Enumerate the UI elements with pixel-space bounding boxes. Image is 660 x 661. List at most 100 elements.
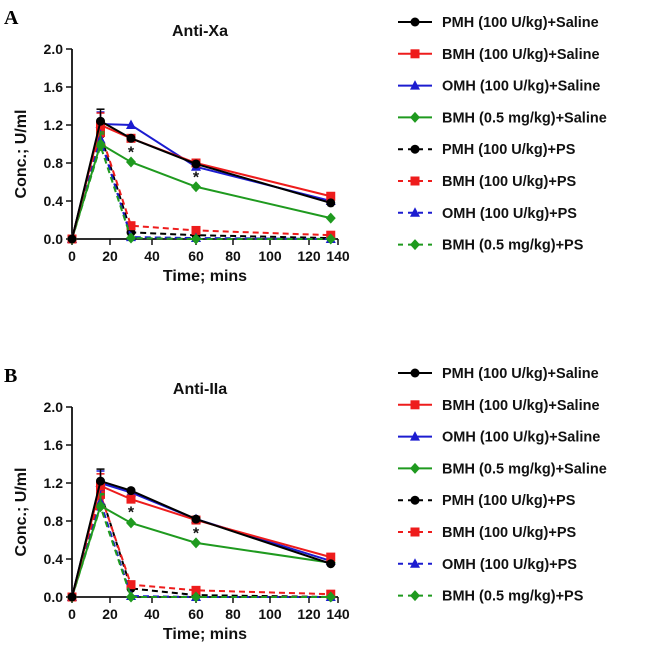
x-tick-label: 60: [188, 248, 204, 264]
data-point-diamond: [410, 239, 420, 251]
legend-label: OMH (100 U/kg)+Saline: [442, 430, 600, 446]
panel-label: B: [4, 365, 17, 387]
data-point-diamond: [126, 156, 136, 168]
series-2: [67, 470, 336, 601]
legend-label: PMH (100 U/kg)+Saline: [442, 366, 599, 382]
legend-item: BMH (100 U/kg)+Saline: [398, 398, 600, 414]
series-5: [67, 481, 336, 602]
x-tick-label: 80: [225, 248, 241, 264]
data-point-triangle: [410, 431, 420, 441]
data-point-diamond: [191, 181, 201, 193]
data-point-diamond: [410, 590, 420, 602]
x-tick-label: 100: [258, 606, 282, 622]
data-point-triangle: [410, 80, 420, 90]
legend-label: BMH (0.5 mg/kg)+PS: [442, 238, 584, 254]
y-tick-label: 1.2: [44, 475, 64, 491]
legend-label: BMH (0.5 mg/kg)+PS: [442, 589, 584, 605]
data-point-diamond: [325, 233, 336, 245]
y-tick-label: 2.0: [44, 399, 64, 415]
series-line: [71, 123, 331, 240]
panel-label: A: [4, 7, 19, 29]
significance-star: *: [193, 525, 200, 542]
significance-star: *: [193, 169, 200, 186]
data-point-diamond: [410, 111, 420, 123]
legend-item: BMH (100 U/kg)+PS: [398, 174, 576, 190]
data-point-diamond: [95, 138, 106, 150]
y-tick-label: 0.4: [44, 551, 64, 567]
legend-label: PMH (100 U/kg)+PS: [442, 493, 576, 509]
data-point-circle: [191, 159, 201, 169]
data-point-square: [410, 400, 420, 410]
series-0: [67, 468, 336, 602]
data-point-circle: [96, 116, 105, 126]
series-0: [67, 108, 336, 244]
data-point-circle: [410, 368, 420, 378]
data-point-diamond: [410, 462, 420, 474]
legend: PMH (100 U/kg)+Saline BMH (100 U/kg)+Sali…: [398, 366, 607, 605]
significance-star: *: [128, 505, 135, 522]
data-point-square: [96, 481, 105, 491]
y-axis-label: Conc.; U/ml: [13, 110, 30, 199]
legend-label: BMH (100 U/kg)+Saline: [442, 47, 600, 63]
data-point-diamond: [95, 500, 106, 512]
legend: PMH (100 U/kg)+Saline BMH (100 U/kg)+Sali…: [398, 15, 607, 254]
data-point-diamond: [325, 212, 336, 224]
data-point-square: [191, 585, 201, 595]
legend-label: BMH (100 U/kg)+PS: [442, 525, 576, 541]
y-axis-label: Conc.; U/ml: [13, 468, 30, 557]
series-7: [67, 494, 336, 603]
data-point-triangle: [410, 207, 420, 217]
y-tick-label: 1.2: [44, 117, 64, 133]
data-point-diamond: [126, 232, 136, 244]
data-point-square: [410, 176, 420, 186]
y-tick-label: 0.4: [44, 193, 64, 209]
data-point-circle: [96, 476, 105, 486]
data-point-circle: [326, 198, 336, 208]
series-1: [67, 112, 336, 244]
legend-item: BMH (0.5 mg/kg)+PS: [398, 238, 584, 254]
legend-label: OMH (100 U/kg)+Saline: [442, 79, 600, 95]
x-tick-label: 40: [144, 606, 160, 622]
data-point-triangle: [126, 119, 136, 129]
y-tick-label: 0.8: [44, 513, 64, 529]
series-line: [71, 129, 331, 240]
data-point-circle: [191, 514, 201, 524]
data-point-diamond: [325, 591, 336, 603]
data-point-square: [326, 191, 336, 201]
data-point-diamond: [191, 591, 201, 603]
data-point-square: [126, 221, 136, 231]
legend-item: PMH (100 U/kg)+PS: [398, 493, 576, 509]
legend-label: BMH (0.5 mg/kg)+Saline: [442, 110, 607, 126]
data-point-diamond: [126, 517, 136, 529]
x-tick-label: 120: [297, 248, 321, 264]
series-2: [67, 111, 336, 243]
series-4: [67, 479, 336, 602]
data-point-diamond: [191, 537, 201, 549]
legend-item: OMH (100 U/kg)+PS: [398, 557, 577, 573]
chart-title: Anti-Xa: [172, 23, 228, 40]
x-tick-label: 100: [258, 248, 282, 264]
data-point-circle: [126, 486, 136, 496]
y-tick-label: 1.6: [44, 79, 64, 95]
legend-item: PMH (100 U/kg)+Saline: [398, 15, 599, 31]
data-point-square: [126, 580, 136, 590]
data-point-square: [410, 49, 420, 59]
x-tick-label: 40: [144, 248, 160, 264]
series-5: [67, 119, 336, 244]
data-point-square: [126, 494, 136, 504]
series-line: [71, 479, 332, 598]
data-point-circle: [410, 17, 420, 27]
x-tick-label: 120: [297, 606, 321, 622]
data-point-square: [191, 225, 201, 235]
legend-label: BMH (0.5 mg/kg)+Saline: [442, 461, 607, 477]
data-point-diamond: [126, 591, 136, 603]
chart-title: Anti-IIa: [173, 381, 227, 398]
data-point-square: [326, 552, 336, 562]
x-tick-label: 0: [68, 606, 76, 622]
legend-item: OMH (100 U/kg)+Saline: [398, 430, 600, 446]
legend-item: BMH (0.5 mg/kg)+PS: [398, 589, 584, 605]
data-point-circle: [410, 495, 420, 505]
series-3: [67, 131, 336, 245]
data-point-circle: [67, 592, 77, 602]
x-axis-label: Time; mins: [163, 626, 247, 643]
